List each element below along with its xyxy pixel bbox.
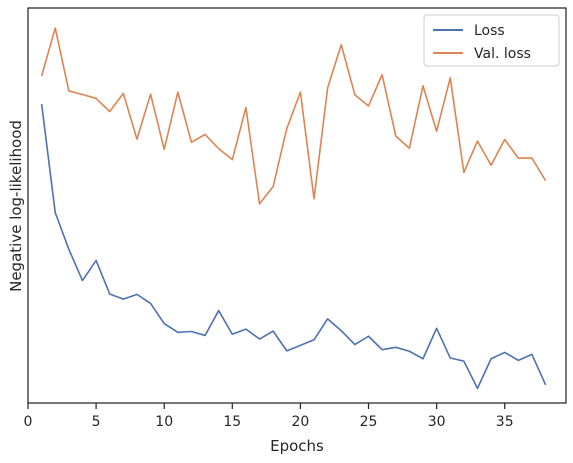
x-tick-label: 10 bbox=[155, 414, 173, 430]
x-axis-ticks: 0 5 10 15 20 25 30 35 bbox=[24, 403, 514, 430]
x-tick-label: 20 bbox=[291, 414, 309, 430]
series-line-loss bbox=[40, 103, 547, 390]
plot-frame bbox=[27, 7, 567, 404]
x-tick-label: 5 bbox=[92, 414, 101, 430]
series-lines bbox=[40, 27, 547, 390]
x-tick-label: 30 bbox=[428, 414, 446, 430]
x-tick-label: 35 bbox=[496, 414, 514, 430]
legend-label-loss: Loss bbox=[474, 23, 505, 39]
legend: Loss Val. loss bbox=[423, 14, 560, 67]
legend-label-val-loss: Val. loss bbox=[474, 46, 531, 62]
x-tick-label: 0 bbox=[24, 414, 33, 430]
x-tick-label: 25 bbox=[360, 414, 378, 430]
x-axis-label: Epochs bbox=[270, 437, 324, 455]
y-axis-label: Negative log-likelihood bbox=[7, 120, 25, 292]
x-tick-label: 15 bbox=[223, 414, 241, 430]
series-line-val-loss bbox=[40, 27, 547, 205]
